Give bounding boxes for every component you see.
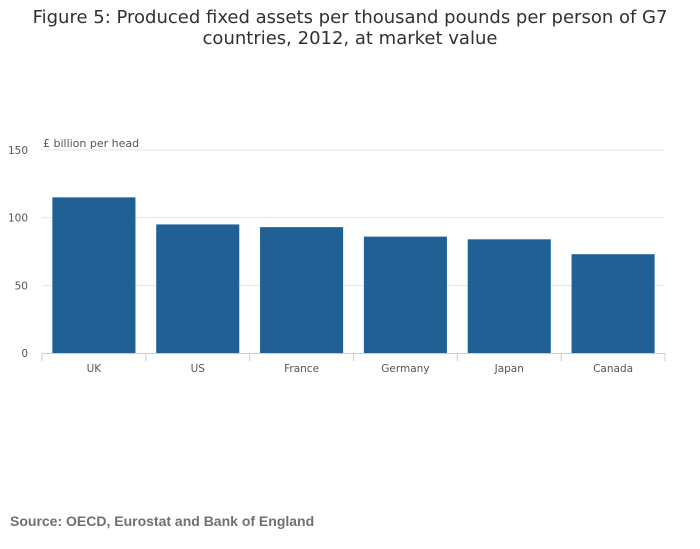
bar-japan <box>467 239 551 353</box>
y-tick-label: 50 <box>15 280 28 292</box>
y-tick-label: 100 <box>8 213 28 225</box>
x-tick-label: France <box>284 363 319 375</box>
x-tick-label: Canada <box>593 363 633 375</box>
x-axis-ticks: UK US France Germany Japan Canada <box>87 363 633 375</box>
x-tick-label: UK <box>87 363 103 375</box>
y-tick-label: 150 <box>8 145 28 157</box>
gridlines <box>42 149 665 286</box>
chart-title-line-2: countries, 2012, at market value <box>202 28 498 49</box>
bar-us <box>156 224 240 353</box>
y-axis-ticks: 0 50 100 150 <box>8 145 28 360</box>
chart-title-line-1: Figure 5: Produced fixed assets per thou… <box>32 7 668 28</box>
x-tick-label: Germany <box>381 363 429 375</box>
bar-france <box>260 227 344 353</box>
bars <box>52 197 655 353</box>
chart-title: Figure 5: Produced fixed assets per thou… <box>0 7 700 49</box>
y-axis-unit-label: £ billion per head <box>43 137 139 150</box>
y-tick-label: 0 <box>21 348 28 360</box>
bar-uk <box>52 197 136 353</box>
x-tick-label: US <box>191 363 206 375</box>
bar-canada <box>571 254 655 353</box>
bar-germany <box>363 236 447 353</box>
x-axis <box>41 353 666 361</box>
source-note: Source: OECD, Eurostat and Bank of Engla… <box>10 513 315 529</box>
x-tick-label: Japan <box>494 363 524 375</box>
